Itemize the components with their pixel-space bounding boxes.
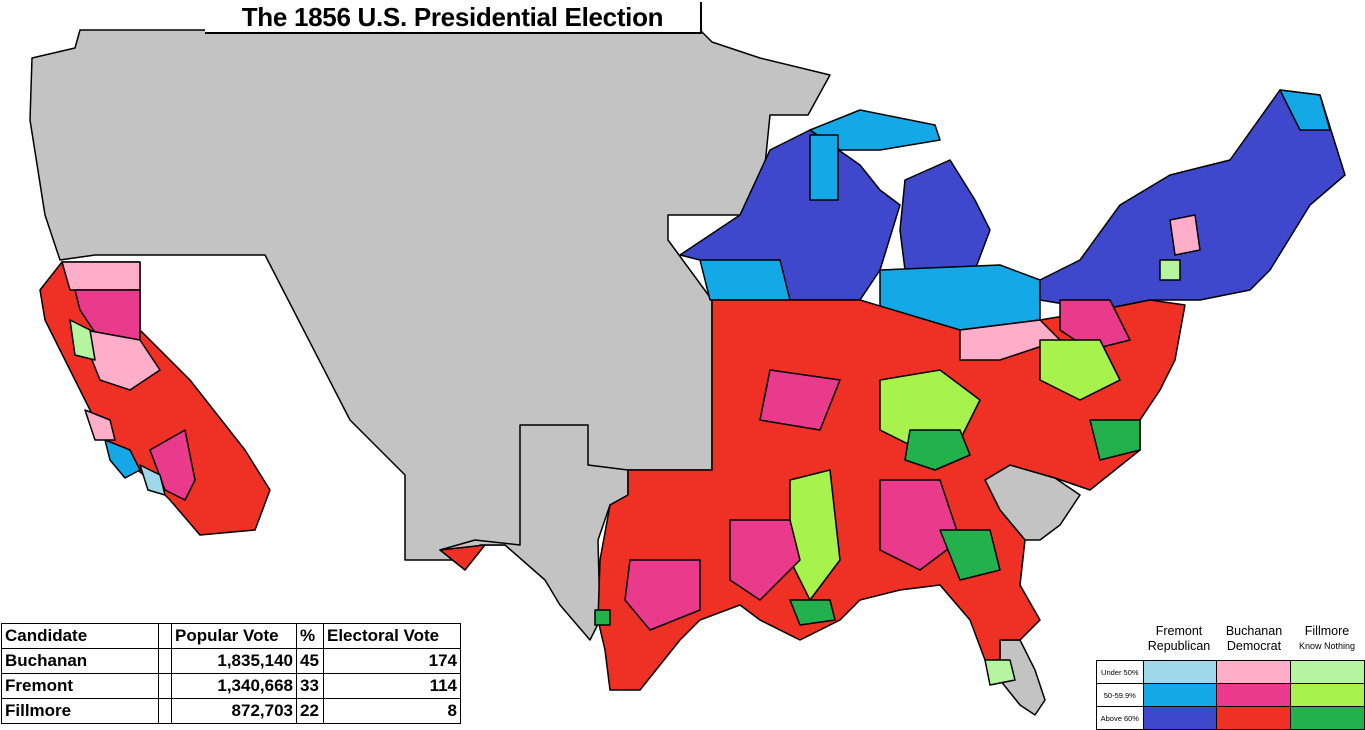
legend-candidate-name: Fillmore	[1304, 624, 1350, 638]
swatch-fremont-50-60	[1142, 683, 1218, 707]
legend-band-label: 50-59.9%	[1096, 683, 1144, 707]
legend-party-name: Democrat	[1226, 639, 1282, 653]
electoral-vote: 174	[323, 648, 461, 674]
table-row: Buchanan 1,835,140 45 174	[1, 648, 461, 674]
tennessee-fillmore-dark	[904, 429, 971, 471]
upper-peninsula	[809, 109, 941, 151]
swatch-fremont-under50	[1142, 660, 1218, 684]
pennsylvania-pink	[959, 319, 1061, 361]
texas-east-pink	[624, 559, 701, 631]
louisiana-fillmore	[789, 599, 836, 626]
texas-rio-grande	[439, 544, 486, 571]
georgia-fillmore	[939, 529, 1001, 581]
electoral-vote: 114	[323, 673, 461, 699]
candidate-name: Fremont	[1, 673, 159, 699]
electoral-vote: 8	[323, 698, 461, 724]
virginia-fillmore	[1039, 339, 1121, 401]
missouri-pink	[759, 369, 841, 431]
header-popular-vote: Popular Vote	[171, 623, 297, 649]
table-row: Fremont 1,340,668 33 114	[1, 673, 461, 699]
blank-cell	[158, 648, 172, 674]
legend-header-fillmore: Fillmore Know Nothing	[1290, 624, 1364, 654]
legend-band-label: Above 60%	[1096, 706, 1144, 730]
percent: 45	[296, 648, 324, 674]
maine-north	[1279, 89, 1331, 131]
blank-cell	[158, 673, 172, 699]
california	[39, 261, 271, 536]
percent: 33	[296, 673, 324, 699]
legend: Fremont Republican Buchanan Democrat Fil…	[1096, 624, 1365, 730]
louisiana-pink	[729, 519, 801, 601]
results-table: Candidate Popular Vote % Electoral Vote …	[1, 623, 461, 724]
swatch-fillmore-50-60	[1290, 683, 1365, 707]
candidate-name: Buchanan	[1, 648, 159, 674]
swatch-fillmore-above60	[1290, 706, 1365, 730]
swatch-buchanan-above60	[1216, 706, 1292, 730]
legend-candidate-name: Fremont	[1155, 624, 1203, 638]
california-coast-fremont-light	[139, 464, 166, 496]
results-header-row: Candidate Popular Vote % Electoral Vote	[1, 623, 461, 649]
header-candidate: Candidate	[1, 623, 159, 649]
legend-row-under50: Under 50%	[1096, 660, 1365, 684]
alabama-pink	[879, 479, 961, 571]
header-blank	[158, 623, 172, 649]
california-coast-fremont	[104, 439, 141, 479]
popular-vote: 1,835,140	[171, 648, 297, 674]
legend-band-label: Under 50%	[1096, 660, 1144, 684]
legend-grid: Under 50% 50-59.9% Above 60%	[1096, 660, 1365, 730]
legend-row-50-60: 50-59.9%	[1096, 683, 1365, 707]
header-percent: %	[296, 623, 324, 649]
swatch-fillmore-under50	[1290, 660, 1365, 684]
california-fillmore	[69, 319, 96, 361]
popular-vote: 872,703	[171, 698, 297, 724]
legend-party-name: Know Nothing	[1298, 641, 1356, 651]
candidate-name: Fillmore	[1, 698, 159, 724]
legend-header-buchanan: Buchanan Democrat	[1217, 624, 1291, 654]
texas-western-region	[439, 424, 629, 641]
michigan	[899, 159, 991, 276]
legend-candidate-name: Buchanan	[1225, 624, 1283, 638]
legend-row-above60: Above 60%	[1096, 706, 1365, 730]
swatch-buchanan-50-60	[1216, 683, 1292, 707]
percent: 22	[296, 698, 324, 724]
swatch-buchanan-under50	[1216, 660, 1292, 684]
legend-party-name: Republican	[1147, 639, 1211, 653]
table-row: Fillmore 872,703 22 8	[1, 698, 461, 724]
california-north	[61, 261, 141, 291]
north-carolina-fillmore	[1089, 419, 1141, 461]
california-coast-pink	[84, 409, 116, 441]
popular-vote: 1,340,668	[171, 673, 297, 699]
swatch-fremont-above60	[1142, 706, 1218, 730]
ohio-valley-pink	[1059, 299, 1131, 351]
florida-fillmore	[984, 659, 1016, 686]
legend-header-fremont: Fremont Republican	[1142, 624, 1216, 654]
new-england-pink	[1169, 214, 1201, 256]
blank-cell	[158, 698, 172, 724]
iowa-fremont	[699, 259, 791, 301]
wisconsin-light	[809, 134, 839, 201]
header-electoral-vote: Electoral Vote	[323, 623, 461, 649]
florida-south	[999, 639, 1046, 716]
new-england-fillmore	[1159, 259, 1181, 281]
map-title: The 1856 U.S. Presidential Election	[205, 2, 702, 34]
texas-fillmore	[594, 609, 611, 626]
